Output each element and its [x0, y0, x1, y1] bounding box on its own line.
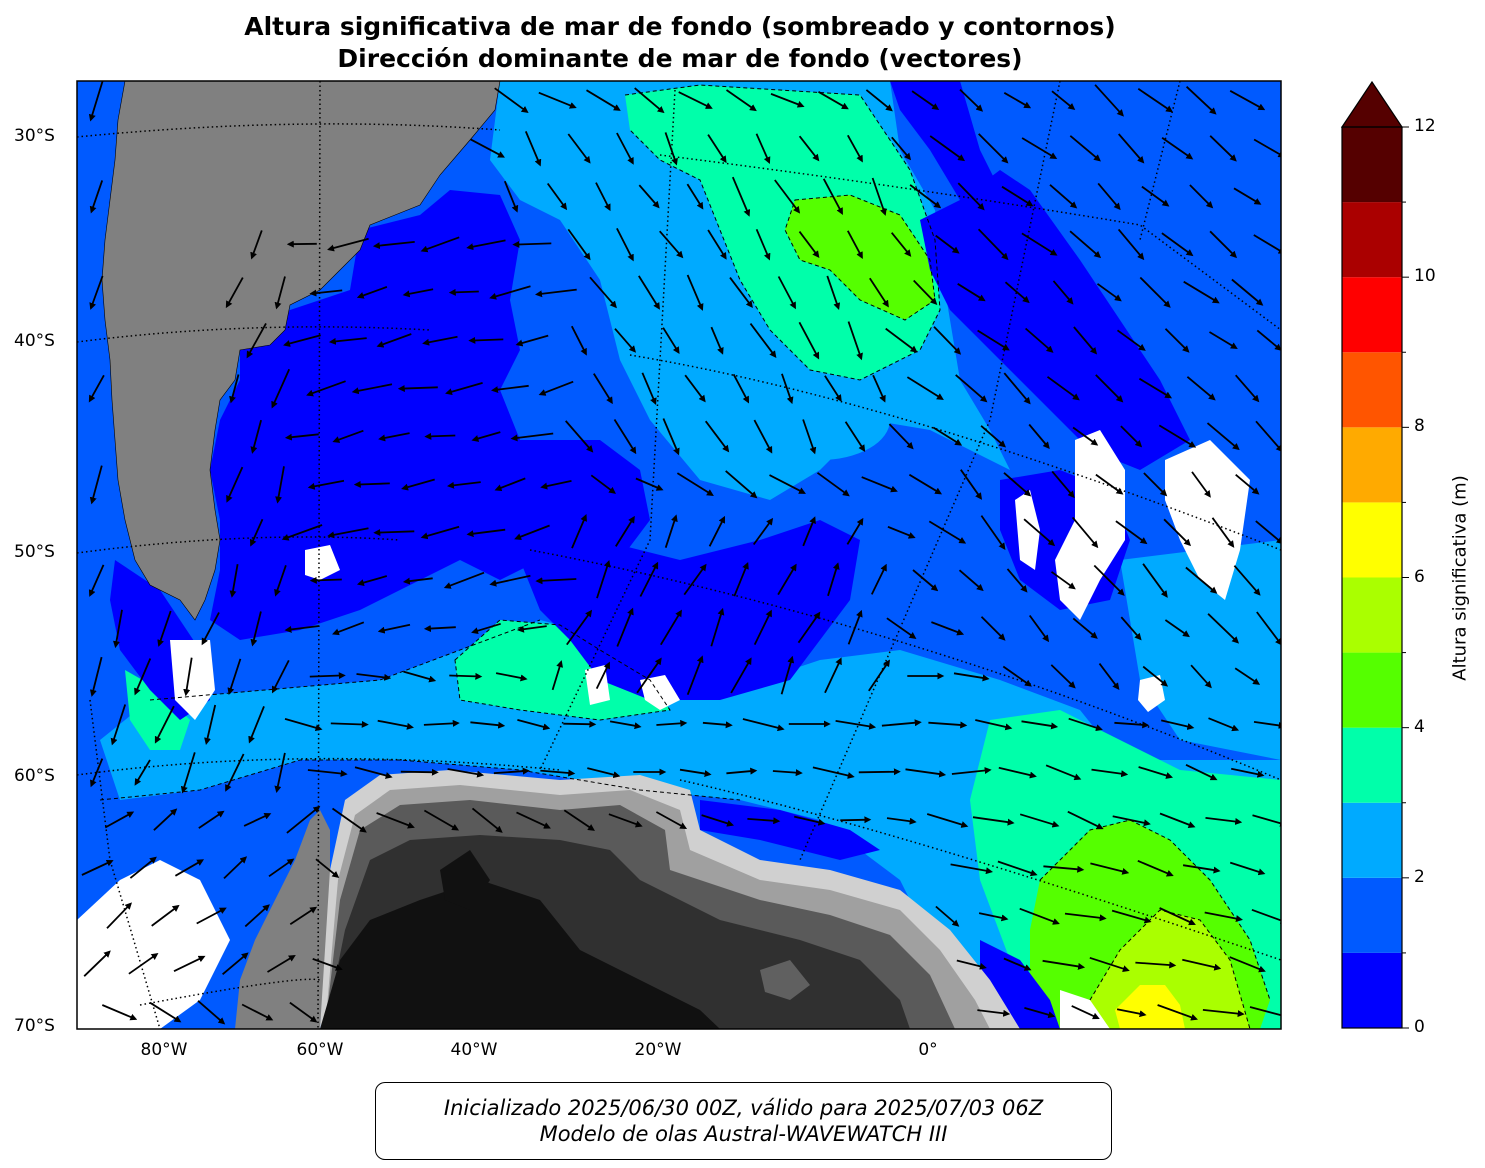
swell-vector-arrow	[356, 483, 390, 484]
footer-line-1: Inicializado 2025/06/30 00Z, válido para…	[376, 1095, 1111, 1121]
swell-vector-arrow	[563, 724, 594, 725]
colorbar-tick-label: 6	[1414, 567, 1425, 587]
colorbar-tick-label: 4	[1414, 717, 1425, 737]
colorbar-label: Altura significativa (m)	[1450, 475, 1471, 680]
colorbar-tick-label: 2	[1414, 867, 1425, 887]
colorbar-tick-label: 8	[1414, 416, 1425, 436]
lat-tick-label: 30°S	[14, 126, 55, 146]
lon-tick-label: 80°W	[141, 1040, 188, 1060]
swell-vector-arrow	[449, 676, 480, 677]
swell-vector-arrow	[331, 723, 367, 724]
lat-tick-label: 40°S	[14, 331, 55, 351]
colorbar-tick-label: 12	[1414, 116, 1436, 136]
lat-tick-label: 50°S	[14, 542, 55, 562]
swell-vector-arrow	[401, 772, 437, 773]
swell-vector-arrow	[451, 292, 479, 293]
lon-tick-label: 20°W	[635, 1040, 682, 1060]
colorbar-tick-label: 10	[1414, 266, 1436, 286]
swell-vector-arrow	[312, 580, 342, 581]
swell-vector-arrow	[840, 820, 869, 821]
lon-tick-label: 40°W	[451, 1040, 498, 1060]
swell-vector-arrow	[470, 339, 503, 340]
swell-vector-arrow	[310, 675, 344, 676]
footer-line-2: Modelo de olas Austral-WAVEWATCH III	[376, 1121, 1111, 1147]
swell-vector-arrow	[514, 243, 551, 244]
footer-info-box: Inicializado 2025/06/30 00Z, válido para…	[375, 1082, 1112, 1160]
lon-tick-label: 0°	[918, 1040, 937, 1060]
swell-vector-arrow	[426, 436, 455, 437]
lon-tick-label: 60°W	[297, 1040, 344, 1060]
lat-tick-label: 60°S	[14, 766, 55, 786]
lat-tick-label: 70°S	[14, 1016, 55, 1036]
swell-vector-arrow	[859, 772, 899, 773]
colorbar-tick-label: 0	[1414, 1017, 1425, 1037]
